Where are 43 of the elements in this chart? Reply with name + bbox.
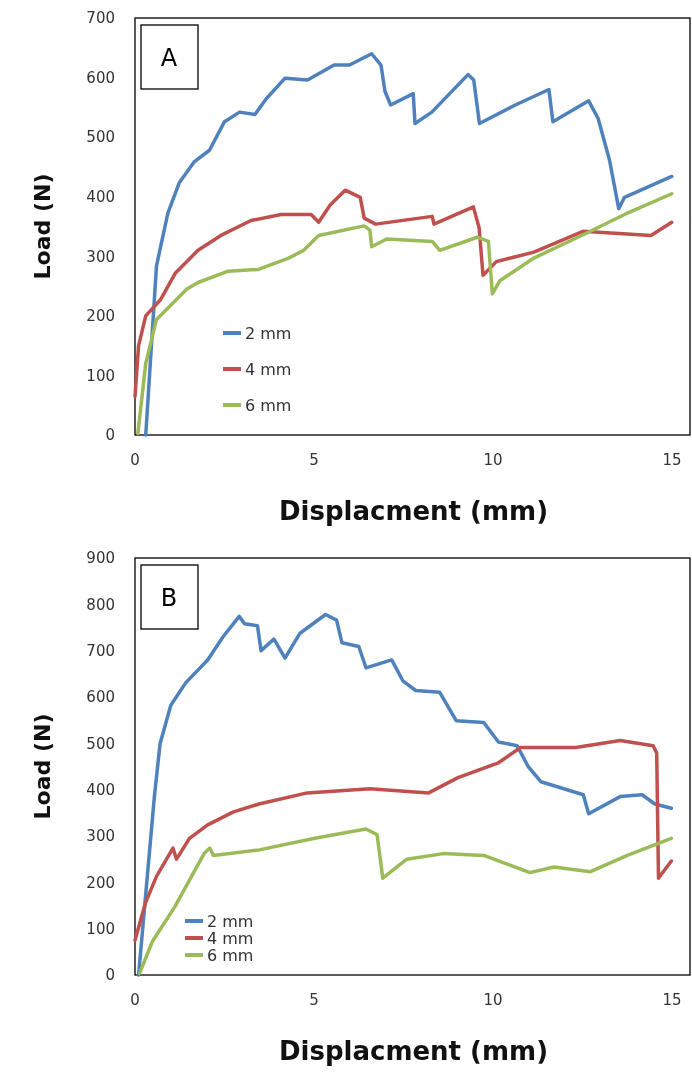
y-tick-label: 300 <box>86 247 115 266</box>
y-tick-label: 800 <box>86 595 115 614</box>
x-tick-label: 15 <box>662 991 682 1009</box>
annotation: A <box>160 44 178 73</box>
y-tick-label: 900 <box>86 549 115 568</box>
y-tick-label: 600 <box>86 688 115 707</box>
y-tick-label: 400 <box>86 780 115 799</box>
legend-label: 2 mm <box>245 323 292 343</box>
y-tick-label: 200 <box>86 307 115 326</box>
legend-label: 2 mm <box>207 911 254 931</box>
annotation: B <box>160 584 178 613</box>
y-tick-label: 500 <box>86 128 115 147</box>
y-tick-label: 0 <box>105 966 115 985</box>
x-tick-label: 5 <box>309 451 319 469</box>
x-tick-label: 0 <box>130 451 140 469</box>
y-tick-label: 700 <box>86 641 115 660</box>
line-series <box>133 738 674 942</box>
y-axis-title: Load (N) <box>30 713 55 820</box>
y-tick-label: 400 <box>86 187 115 206</box>
x-axis-title: Displacment (mm) <box>278 1036 549 1066</box>
x-tick-label: 0 <box>130 991 140 1009</box>
line-series <box>136 191 674 435</box>
x-axis-title: Displacment (mm) <box>278 496 549 526</box>
line-series <box>133 188 674 399</box>
y-tick-label: 100 <box>86 919 115 938</box>
legend-label: 6 mm <box>245 395 292 415</box>
y-tick-label: 0 <box>105 426 115 445</box>
x-tick-label: 5 <box>309 991 319 1009</box>
y-tick-label: 700 <box>86 9 115 28</box>
line-series <box>137 827 674 975</box>
y-axis-title: Load (N) <box>30 173 55 280</box>
y-tick-label: 600 <box>86 68 115 87</box>
legend-label: 4 mm <box>207 928 254 948</box>
y-tick-label: 500 <box>86 734 115 753</box>
y-tick-label: 300 <box>86 827 115 846</box>
x-tick-label: 15 <box>662 451 682 469</box>
x-tick-label: 10 <box>483 451 503 469</box>
y-tick-label: 100 <box>86 366 115 385</box>
legend-label: 6 mm <box>207 945 254 965</box>
legend-label: 4 mm <box>245 359 292 379</box>
x-tick-label: 10 <box>483 991 503 1009</box>
line-series <box>136 612 674 977</box>
y-tick-label: 200 <box>86 873 115 892</box>
